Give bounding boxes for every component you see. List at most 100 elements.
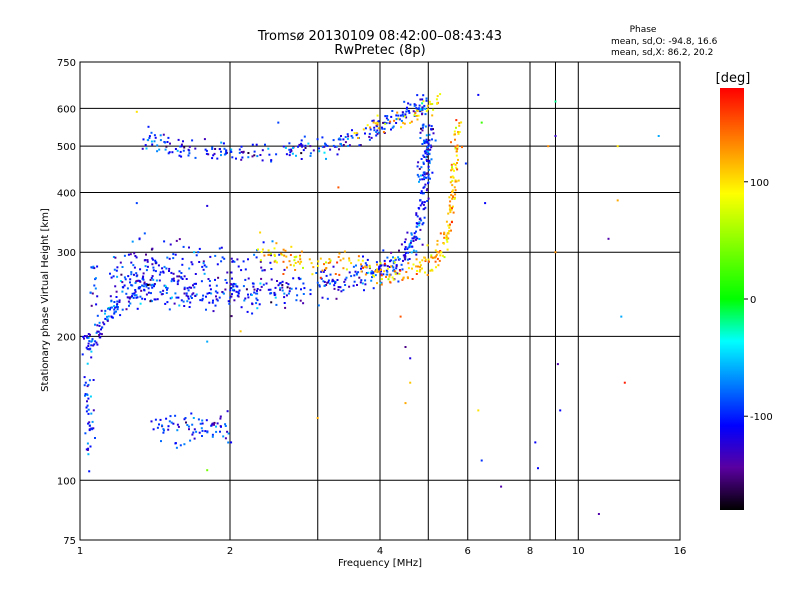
data-point [431, 256, 434, 259]
data-point [414, 112, 417, 114]
data-point [242, 150, 245, 153]
data-point [316, 138, 319, 141]
data-point [419, 178, 421, 181]
data-point [436, 239, 439, 242]
data-point [188, 145, 191, 148]
data-point [268, 153, 271, 156]
data-point [299, 258, 302, 261]
data-point [240, 158, 243, 161]
data-point [170, 421, 173, 424]
data-point [451, 166, 453, 169]
data-point [453, 130, 456, 133]
data-point [273, 291, 276, 294]
data-point [556, 363, 559, 366]
data-point [419, 98, 422, 101]
data-point [118, 299, 121, 302]
data-point [244, 297, 247, 300]
data-point [166, 141, 169, 143]
data-point [223, 153, 226, 156]
data-point [453, 186, 456, 189]
data-point [193, 282, 196, 285]
data-point [338, 137, 341, 140]
data-point [84, 393, 87, 396]
data-point [458, 122, 461, 125]
data-point [364, 127, 367, 130]
data-point [168, 270, 170, 272]
data-point [177, 425, 180, 428]
data-point [429, 103, 432, 106]
colorbar-label: [deg] [716, 71, 751, 86]
data-point [405, 110, 408, 113]
data-point [164, 141, 167, 144]
data-point [236, 258, 239, 261]
data-point [193, 428, 196, 431]
data-point [179, 444, 182, 447]
data-point [192, 292, 195, 295]
data-point [376, 132, 379, 135]
data-point [214, 304, 217, 307]
data-point [299, 299, 302, 302]
data-point [410, 251, 413, 254]
data-point [197, 251, 200, 254]
data-point [275, 303, 278, 306]
data-point [152, 278, 155, 281]
data-point [256, 289, 258, 292]
data-point [353, 274, 356, 277]
data-point [616, 199, 619, 202]
data-point [259, 154, 262, 156]
data-point [282, 260, 285, 263]
data-point [620, 315, 623, 318]
data-point [158, 148, 161, 151]
data-point [95, 303, 98, 306]
data-point [335, 145, 338, 148]
data-point [429, 148, 432, 151]
data-point [340, 290, 343, 293]
data-point [122, 286, 125, 289]
data-point [450, 194, 453, 196]
data-point [430, 128, 433, 131]
data-point [225, 281, 228, 284]
data-point [342, 257, 345, 260]
data-point [421, 259, 424, 262]
data-point [437, 251, 440, 254]
data-point [317, 260, 320, 263]
data-point [100, 333, 103, 336]
data-point [427, 182, 429, 185]
data-point [174, 253, 177, 256]
data-point [382, 273, 385, 276]
data-point [421, 106, 424, 109]
data-point [427, 258, 430, 261]
data-point [90, 344, 93, 347]
data-point [210, 424, 213, 427]
data-point [318, 147, 320, 150]
data-point [424, 140, 427, 143]
data-point [86, 400, 88, 403]
data-point [397, 114, 400, 117]
data-point [183, 275, 186, 278]
data-point [225, 149, 228, 152]
data-point [344, 141, 347, 144]
data-point [201, 422, 204, 425]
data-point [87, 336, 90, 339]
data-point [398, 272, 401, 275]
data-point [260, 266, 263, 269]
data-point [143, 259, 146, 262]
data-point [410, 239, 413, 242]
data-point [404, 238, 407, 241]
data-point [443, 236, 446, 239]
data-point [134, 281, 137, 284]
data-point [366, 124, 369, 127]
data-point [358, 144, 361, 147]
data-point [424, 258, 427, 261]
data-point [109, 308, 111, 311]
data-point [199, 299, 202, 302]
data-point [178, 304, 181, 307]
data-point [299, 277, 302, 280]
data-point [190, 261, 193, 264]
data-point [428, 168, 431, 171]
data-point [281, 280, 284, 283]
data-point [381, 278, 383, 281]
data-point [269, 288, 272, 291]
data-point [320, 270, 323, 273]
data-point [447, 224, 450, 227]
